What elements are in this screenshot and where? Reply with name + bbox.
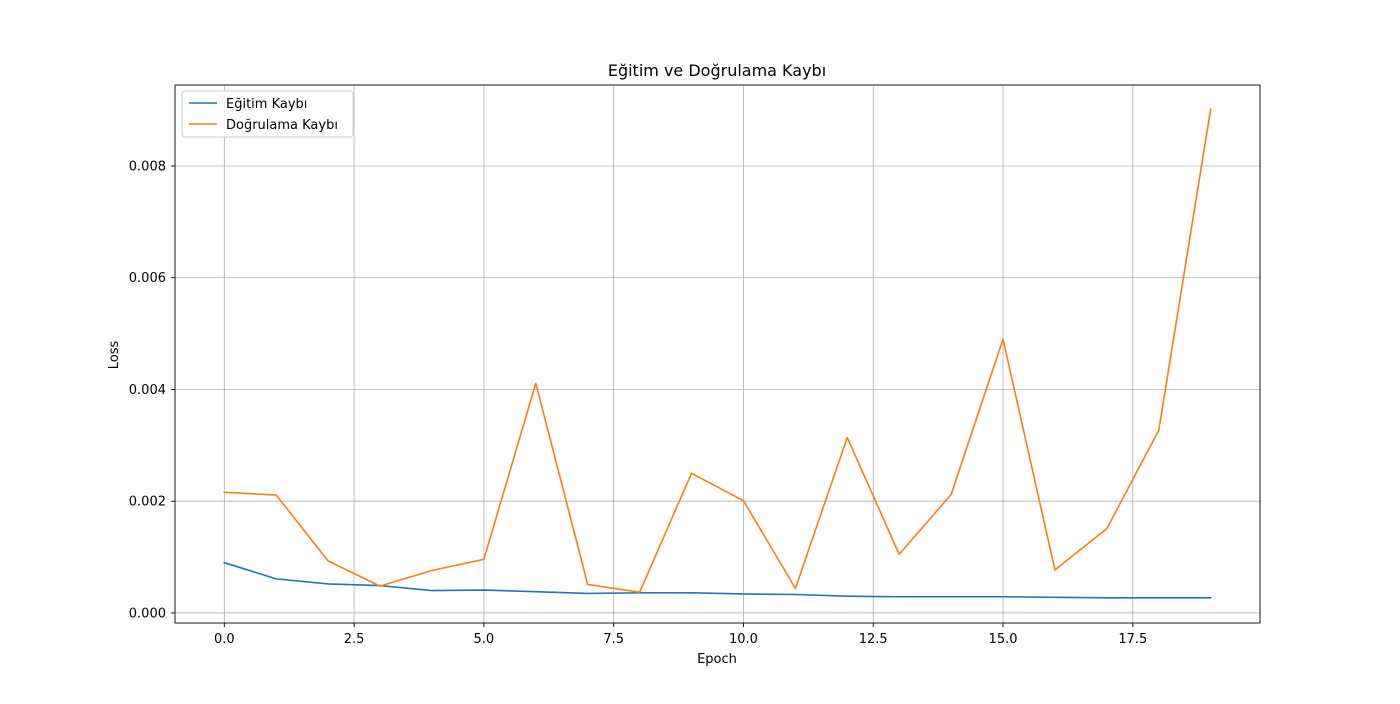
x-tick-label: 10.0 bbox=[729, 632, 758, 647]
y-tick-label: 0.002 bbox=[129, 495, 166, 510]
grid-lines bbox=[175, 85, 1260, 623]
x-tick-label: 12.5 bbox=[859, 632, 888, 647]
x-tick-label: 5.0 bbox=[474, 632, 495, 647]
legend: Eğitim Kaybı Doğrulama Kaybı bbox=[181, 90, 354, 138]
x-tick-label: 2.5 bbox=[344, 632, 365, 647]
series-line-training-loss bbox=[223, 561, 1212, 599]
x-axis-label: Epoch bbox=[697, 652, 737, 667]
legend-label: Eğitim Kaybı bbox=[226, 97, 307, 112]
chart-title: Eğitim ve Doğrulama Kaybı bbox=[608, 61, 826, 80]
x-tick-label: 0.0 bbox=[214, 632, 235, 647]
series-lines bbox=[223, 108, 1212, 599]
y-tick-label: 0.006 bbox=[129, 271, 166, 286]
series-line-validation-loss bbox=[223, 108, 1212, 594]
y-tick-label: 0.008 bbox=[129, 160, 166, 175]
plot-frame bbox=[174, 84, 1261, 624]
x-tick-label: 17.5 bbox=[1118, 632, 1147, 647]
legend-box bbox=[181, 90, 354, 138]
x-tick-label: 7.5 bbox=[603, 632, 624, 647]
y-tick-label: 0.000 bbox=[129, 606, 166, 621]
legend-label: Doğrulama Kaybı bbox=[226, 118, 338, 133]
x-tick-label: 15.0 bbox=[989, 632, 1018, 647]
axes: 0.0 2.5 5.0 7.5 10.0 12.5 15.0 17.5 0.000 0.002 0.… bbox=[129, 84, 1261, 647]
y-axis-label: Loss bbox=[107, 341, 122, 370]
y-tick-label: 0.004 bbox=[129, 383, 166, 398]
